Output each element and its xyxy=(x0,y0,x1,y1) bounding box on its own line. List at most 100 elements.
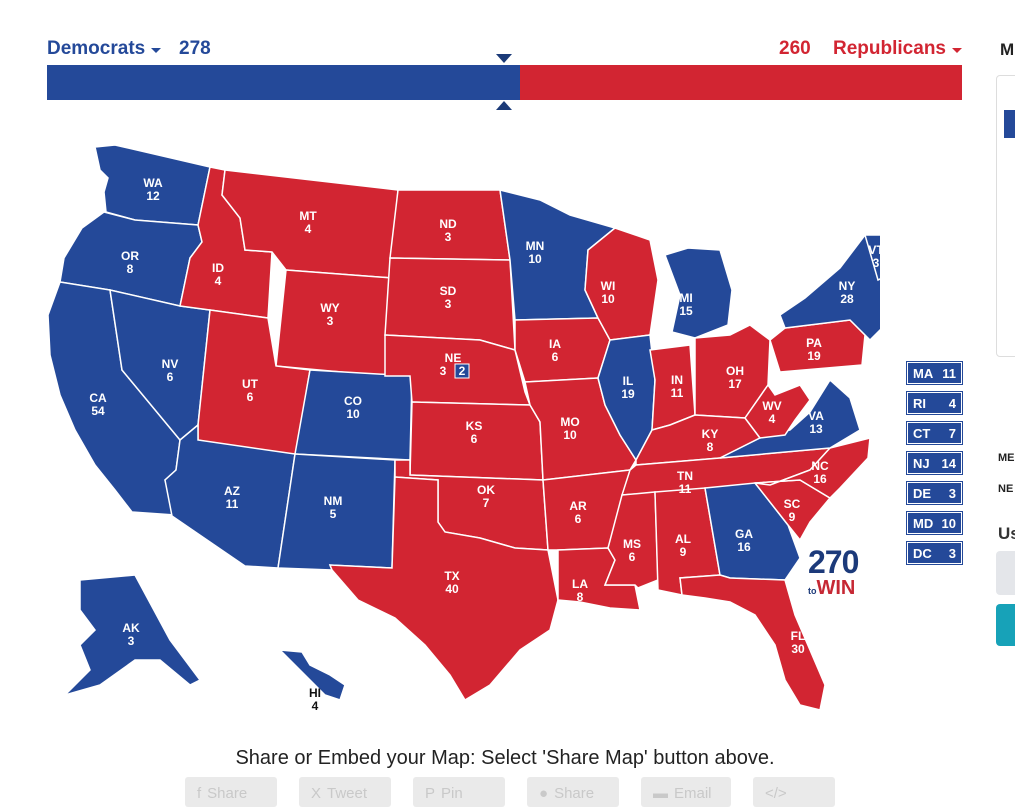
state-ev-ar: 6 xyxy=(575,512,582,526)
right-panel-me-label: ME xyxy=(998,452,1015,464)
small-state-md[interactable]: MD 10 xyxy=(906,511,963,535)
state-ev-ut: 6 xyxy=(247,390,254,404)
share-icon: f xyxy=(197,785,202,802)
state-wv[interactable] xyxy=(744,383,811,439)
state-label-ca: CA xyxy=(89,391,107,405)
small-state-abbr: RI xyxy=(913,395,926,411)
share-icon: ● xyxy=(539,785,549,802)
republicans-label: Republicans xyxy=(833,38,946,59)
small-state-ma[interactable]: MA 11 xyxy=(906,361,963,385)
state-label-id: ID xyxy=(212,261,224,275)
small-state-ev: 4 xyxy=(948,395,956,411)
share-label: Share xyxy=(554,785,595,802)
small-state-de[interactable]: DE 3 xyxy=(906,481,963,505)
state-ev-il: 19 xyxy=(621,387,635,401)
share-instructions: Share or Embed your Map: Select 'Share M… xyxy=(235,747,775,769)
state-ia[interactable] xyxy=(514,317,611,383)
state-ev-wa: 12 xyxy=(146,189,160,203)
state-tx[interactable] xyxy=(328,476,559,702)
share-buttons: f Share X Tweet P Pin ● Share ▬ Email </> xyxy=(185,777,835,807)
state-ev-wv: 4 xyxy=(769,412,776,426)
republicans-bar xyxy=(520,65,962,100)
small-state-abbr: DE xyxy=(913,485,932,501)
state-ny[interactable] xyxy=(779,234,880,342)
state-label-ok: OK xyxy=(477,483,495,497)
state-ev-wy: 3 xyxy=(327,314,334,328)
state-ev-id: 4 xyxy=(215,274,222,288)
state-ev-mt: 4 xyxy=(305,222,312,236)
state-label-co: CO xyxy=(344,394,362,408)
share-icon: P xyxy=(425,785,436,802)
state-ev-ky: 8 xyxy=(707,440,714,454)
state-ev-vt: 3 xyxy=(873,256,880,270)
state-label-fl: FL xyxy=(791,629,806,643)
state-ev-mo: 10 xyxy=(563,428,577,442)
state-ev-ga: 16 xyxy=(737,540,751,554)
share-button-1[interactable]: X Tweet xyxy=(299,777,391,807)
split-district-ev-ne: 2 xyxy=(459,364,466,378)
state-hi[interactable] xyxy=(278,649,346,701)
share-button-3[interactable]: ● Share xyxy=(527,777,619,807)
small-state-ri[interactable]: RI 4 xyxy=(906,391,963,415)
small-state-nj[interactable]: NJ 14 xyxy=(906,451,963,475)
state-ev-nd: 3 xyxy=(445,230,452,244)
state-va[interactable] xyxy=(719,378,861,459)
state-az[interactable] xyxy=(164,423,296,569)
state-label-ny: NY xyxy=(839,279,856,293)
state-label-nd: ND xyxy=(439,217,457,231)
state-label-wi: WI xyxy=(601,279,616,293)
state-label-nv: NV xyxy=(162,357,179,371)
state-wi[interactable] xyxy=(584,227,659,341)
state-label-la: LA xyxy=(572,577,588,591)
state-ev-pa: 19 xyxy=(807,349,821,363)
state-nm[interactable] xyxy=(277,453,396,571)
democrats-dropdown[interactable]: Democrats xyxy=(47,38,162,60)
share-button-0[interactable]: f Share xyxy=(185,777,277,807)
state-label-mt: MT xyxy=(299,209,317,223)
state-ev-tn: 11 xyxy=(679,482,692,496)
logo-number: 270 xyxy=(808,544,859,580)
state-label-sc: SC xyxy=(784,497,801,511)
small-state-ct[interactable]: CT 7 xyxy=(906,421,963,445)
state-wy[interactable] xyxy=(275,269,393,377)
state-vt[interactable] xyxy=(864,234,880,282)
state-label-ga: GA xyxy=(735,527,753,541)
share-button-5[interactable]: </> xyxy=(753,777,835,807)
right-panel-teal-button[interactable] xyxy=(996,604,1015,646)
share-button-2[interactable]: P Pin xyxy=(413,777,505,807)
state-label-ut: UT xyxy=(242,377,259,391)
state-ev-al: 9 xyxy=(680,545,687,559)
state-label-tn: TN xyxy=(677,469,693,483)
state-fl[interactable] xyxy=(679,574,826,711)
state-nc[interactable] xyxy=(754,437,871,499)
state-ev-mn: 10 xyxy=(528,252,542,266)
small-state-ev: 11 xyxy=(942,365,956,381)
share-button-4[interactable]: ▬ Email xyxy=(641,777,731,807)
small-state-ev: 3 xyxy=(948,485,956,501)
electoral-vote-bar xyxy=(47,65,962,100)
electoral-header: Democrats 278 260 Republicans xyxy=(0,0,1015,130)
state-ev-sd: 3 xyxy=(445,297,452,311)
state-ak[interactable] xyxy=(62,574,202,697)
small-states-list: MA 11 RI 4 CT 7 NJ 14 DE 3 MD 10 DC 3 xyxy=(906,361,963,572)
state-ev-wi: 10 xyxy=(601,292,615,306)
republicans-dropdown[interactable]: Republicans xyxy=(833,38,962,60)
logo-win: WIN xyxy=(816,577,856,599)
state-label-az: AZ xyxy=(224,484,240,498)
small-state-ev: 7 xyxy=(948,425,956,441)
right-panel-color-swatch[interactable] xyxy=(1004,110,1015,138)
state-label-nc: NC xyxy=(811,459,829,473)
state-label-hi: HI xyxy=(309,686,321,700)
threshold-marker-top-icon xyxy=(496,54,512,63)
state-ev-fl: 30 xyxy=(791,642,805,656)
right-panel-button[interactable] xyxy=(996,551,1015,595)
split-district-box-ne[interactable] xyxy=(454,363,470,379)
state-mi[interactable] xyxy=(664,247,733,339)
state-label-mi: MI xyxy=(679,291,692,305)
state-label-tx: TX xyxy=(444,569,459,583)
small-state-dc[interactable]: DC 3 xyxy=(906,541,963,565)
state-ev-ms: 6 xyxy=(629,550,636,564)
state-label-ak: AK xyxy=(122,621,140,635)
small-state-abbr: NJ xyxy=(913,455,930,471)
